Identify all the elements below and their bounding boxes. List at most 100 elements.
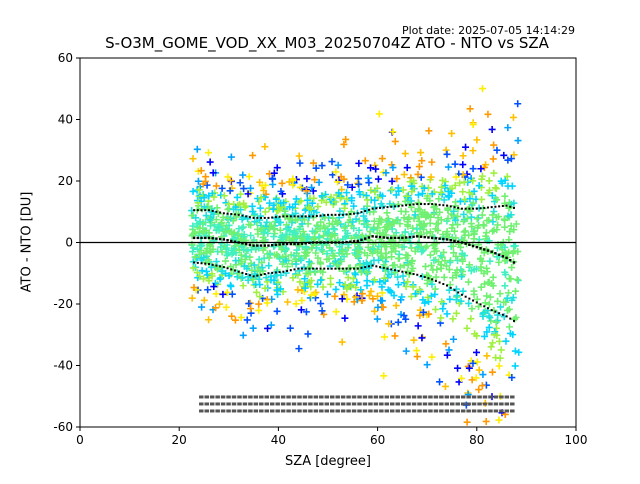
scatter-point	[380, 372, 388, 380]
scatter-point	[399, 186, 407, 194]
scatter-point	[371, 276, 379, 284]
scatter-point	[401, 228, 409, 236]
upper-std-point	[215, 210, 218, 213]
mean-curve-point	[345, 240, 348, 244]
mean-curve-point	[256, 244, 259, 247]
count-label-mark	[215, 402, 220, 406]
upper-std-point	[263, 216, 266, 219]
count-label-mark	[488, 409, 493, 413]
scatter-point	[410, 177, 418, 185]
lower-std-point	[211, 263, 214, 266]
scatter-point	[216, 300, 224, 308]
scatter-point	[405, 270, 413, 278]
count-label-mark	[482, 402, 488, 406]
scatter-point	[404, 218, 412, 226]
scatter-point	[228, 290, 236, 298]
upper-std-point	[490, 206, 493, 209]
scatter-point	[271, 225, 279, 233]
lower-std-point	[327, 267, 329, 270]
mean-curve-point	[192, 236, 196, 240]
scatter-point	[307, 283, 315, 291]
upper-std-point	[319, 214, 322, 217]
scatter-point	[206, 216, 214, 224]
scatter-point	[297, 197, 305, 205]
scatter-point	[431, 285, 439, 293]
count-label-mark	[275, 395, 280, 399]
scatter-point	[292, 209, 300, 217]
scatter-point	[511, 362, 519, 370]
scatter-point	[425, 298, 433, 306]
scatter-point	[358, 232, 366, 240]
mean-curve-point	[471, 244, 475, 248]
scatter-point	[353, 278, 361, 286]
scatter-point	[414, 205, 422, 213]
scatter-point	[451, 269, 459, 277]
scatter-point	[244, 190, 252, 198]
scatter-point	[495, 258, 503, 266]
scatter-point	[396, 263, 404, 271]
count-label-mark	[488, 395, 493, 399]
scatter-point	[233, 193, 241, 201]
count-label-mark	[346, 395, 351, 399]
scatter-point	[444, 206, 452, 214]
upper-std-point	[434, 203, 437, 206]
scatter-point	[401, 197, 409, 205]
upper-std-point	[349, 213, 352, 216]
scatter-point	[256, 293, 264, 301]
count-label-mark	[444, 395, 450, 399]
count-label-mark	[400, 409, 406, 413]
mean-curve-point	[282, 242, 285, 246]
upper-std-point	[241, 214, 244, 217]
scatter-point	[308, 184, 316, 192]
lower-std-point	[308, 267, 311, 270]
scatter-point	[486, 257, 494, 265]
scatter-point	[238, 256, 246, 264]
scatter-point	[363, 251, 371, 259]
lower-std-point	[334, 267, 337, 270]
scatter-point	[235, 232, 243, 240]
scatter-point	[334, 178, 342, 186]
scatter-point	[389, 128, 397, 136]
scatter-point	[483, 264, 491, 272]
scatter-point	[256, 204, 264, 212]
count-label-mark	[286, 395, 291, 399]
lower-std-point	[349, 267, 352, 270]
count-label-mark	[428, 402, 433, 406]
scatter-point	[282, 225, 290, 233]
upper-std-point	[416, 203, 419, 206]
count-label-mark	[406, 395, 411, 399]
mean-curve-point	[416, 235, 419, 238]
scatter-point	[290, 252, 298, 260]
scatter-point	[419, 246, 427, 254]
count-label-mark	[259, 409, 264, 413]
count-label-mark	[439, 402, 444, 406]
lower-std-point	[401, 270, 404, 273]
count-label-mark	[477, 409, 482, 413]
mean-curve-point	[218, 237, 222, 241]
scatter-point	[226, 187, 234, 195]
count-label-mark	[335, 409, 340, 413]
scatter-point	[369, 226, 377, 234]
scatter-point	[292, 260, 300, 268]
count-label-mark	[395, 395, 400, 399]
scatter-point	[410, 336, 418, 344]
scatter-point	[508, 264, 516, 272]
scatter-point	[301, 275, 309, 283]
scatter-point	[389, 164, 397, 172]
scatter-point	[460, 210, 468, 218]
scatter-point	[424, 293, 432, 301]
scatter-point	[414, 170, 422, 178]
lower-std-point	[263, 273, 266, 276]
scatter-point	[377, 218, 385, 226]
count-label-mark	[259, 395, 264, 399]
upper-std-point	[341, 213, 344, 216]
scatter-point	[213, 204, 221, 212]
scatter-point	[444, 163, 452, 171]
scatter-point	[245, 173, 253, 181]
mean-curve-point	[430, 236, 434, 240]
scatter-point	[475, 366, 483, 374]
scatter-point	[443, 150, 451, 158]
scatter-point	[206, 158, 214, 166]
scatter-point	[304, 330, 312, 338]
scatter-point	[218, 184, 226, 192]
